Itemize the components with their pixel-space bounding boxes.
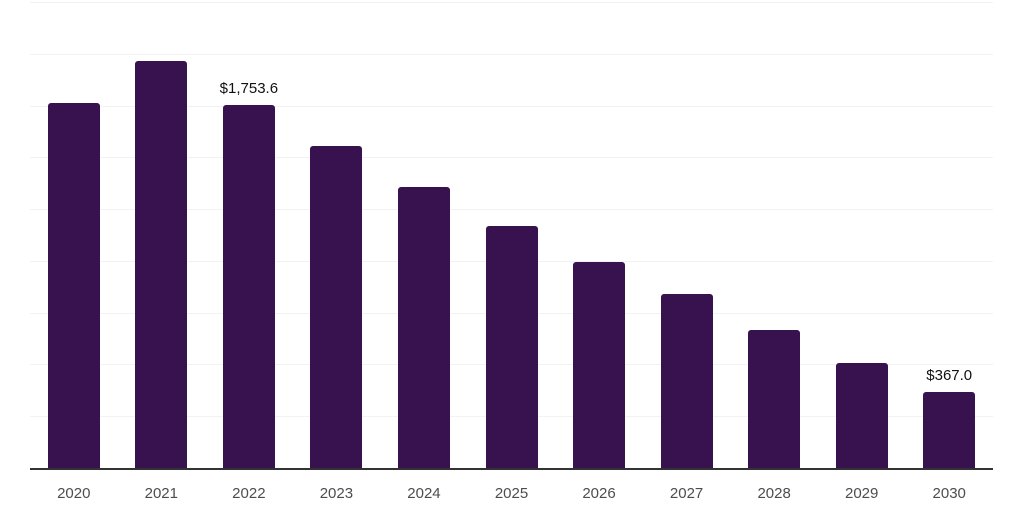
gridline <box>30 209 993 211</box>
gridline <box>30 157 993 159</box>
plot-area <box>30 2 993 468</box>
x-tick-label-2026: 2026 <box>582 485 616 502</box>
bar-2027 <box>660 294 713 468</box>
x-axis-line <box>30 468 993 470</box>
bar-2022 <box>222 104 275 468</box>
x-tick-label-2020: 2020 <box>57 485 91 502</box>
bar-2030 <box>923 392 976 468</box>
bar-2026 <box>573 262 626 468</box>
data-label-2022: $1,753.6 <box>219 79 279 97</box>
x-tick-label-2028: 2028 <box>757 485 791 502</box>
x-tick-label-2025: 2025 <box>494 485 529 502</box>
x-tick-label-2027: 2027 <box>669 485 704 502</box>
bar-2029 <box>835 362 888 468</box>
bar-2025 <box>485 226 538 468</box>
bar-2023 <box>310 145 363 468</box>
gridline <box>30 2 993 3</box>
x-tick-label-2023: 2023 <box>319 485 354 502</box>
bar-2024 <box>397 186 450 468</box>
bar-2020 <box>47 102 100 468</box>
x-tick-label-2024: 2024 <box>407 485 441 502</box>
x-tick-label-2022: 2022 <box>232 485 266 502</box>
bar-2028 <box>748 330 801 468</box>
gridline <box>30 105 993 107</box>
gridline <box>30 53 993 55</box>
x-tick-label-2030: 2030 <box>932 485 966 502</box>
bar-2021 <box>135 60 188 468</box>
x-tick-label-2029: 2029 <box>844 485 879 502</box>
data-label-2030: $367.0 <box>926 366 973 384</box>
x-tick-label-2021: 2021 <box>144 485 178 502</box>
